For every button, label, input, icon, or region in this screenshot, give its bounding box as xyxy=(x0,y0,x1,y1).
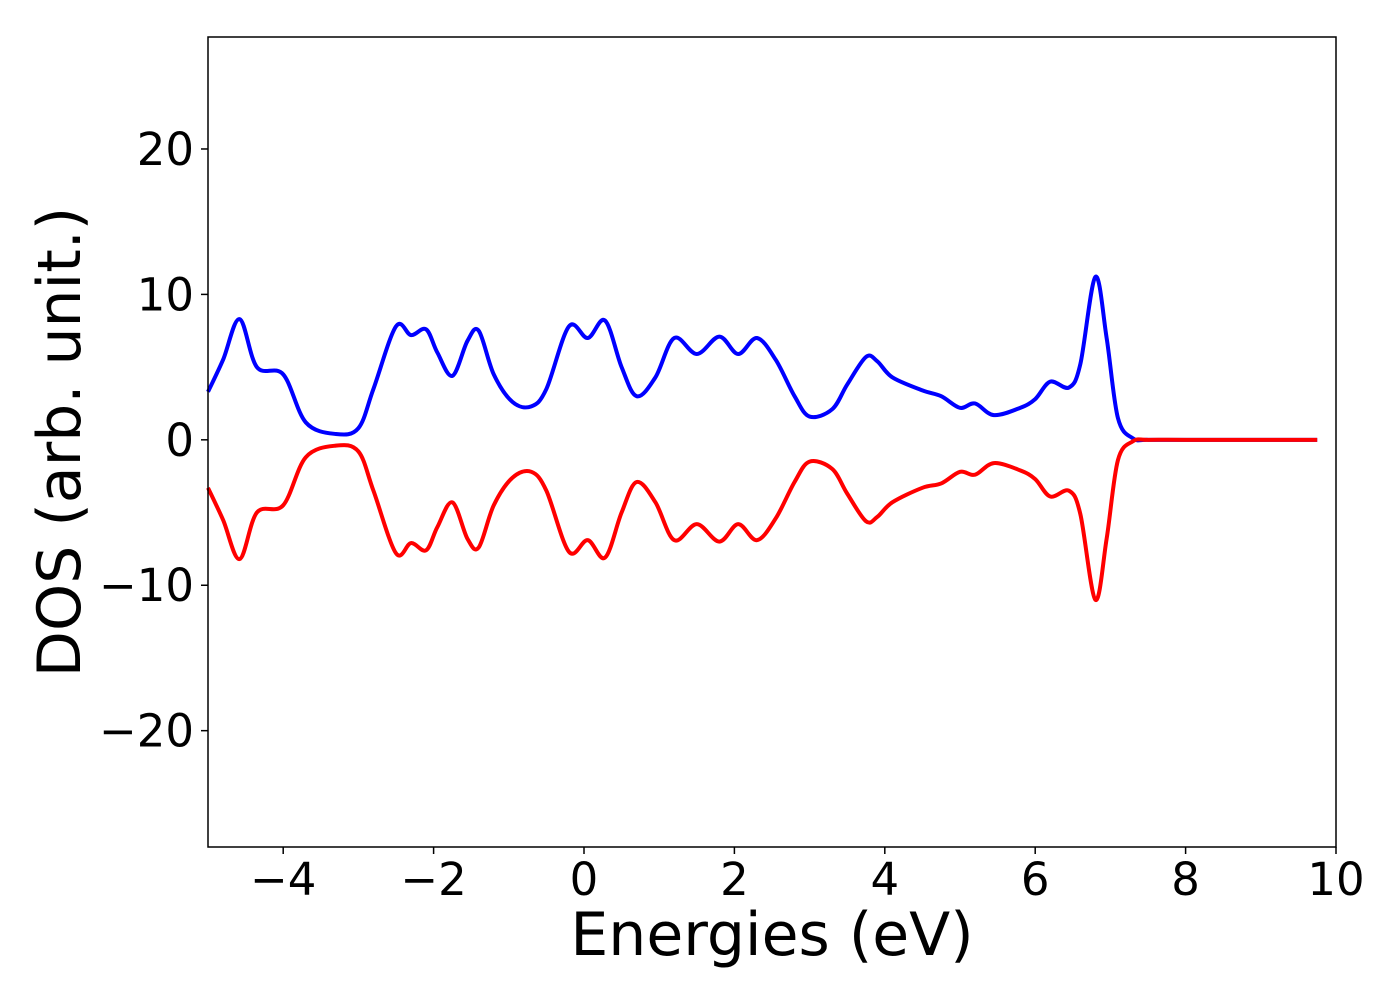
x-tick-label: 2 xyxy=(720,853,749,906)
x-tick-label: −2 xyxy=(400,853,466,906)
x-tick-label: −4 xyxy=(250,853,316,906)
series-line-red xyxy=(206,437,1318,602)
y-tick-label: 20 xyxy=(137,123,194,176)
y-tick-label: −10 xyxy=(99,559,194,612)
y-axis-label: DOS (arb. unit.) xyxy=(25,207,95,677)
x-axis-label: Energies (eV) xyxy=(570,900,973,970)
x-tick-label: 10 xyxy=(1307,853,1364,906)
y-tick-label: 0 xyxy=(165,414,194,467)
series-layer xyxy=(206,274,1318,602)
plot-frame xyxy=(207,36,1337,848)
x-tick-label: 0 xyxy=(570,853,599,906)
x-tick-label: 6 xyxy=(1021,853,1050,906)
x-tick-label: 8 xyxy=(1171,853,1200,906)
y-tick-label: 10 xyxy=(137,268,194,321)
y-tick-label: −20 xyxy=(99,705,194,758)
series-line-blue xyxy=(206,274,1318,443)
x-tick-label: 4 xyxy=(870,853,899,906)
